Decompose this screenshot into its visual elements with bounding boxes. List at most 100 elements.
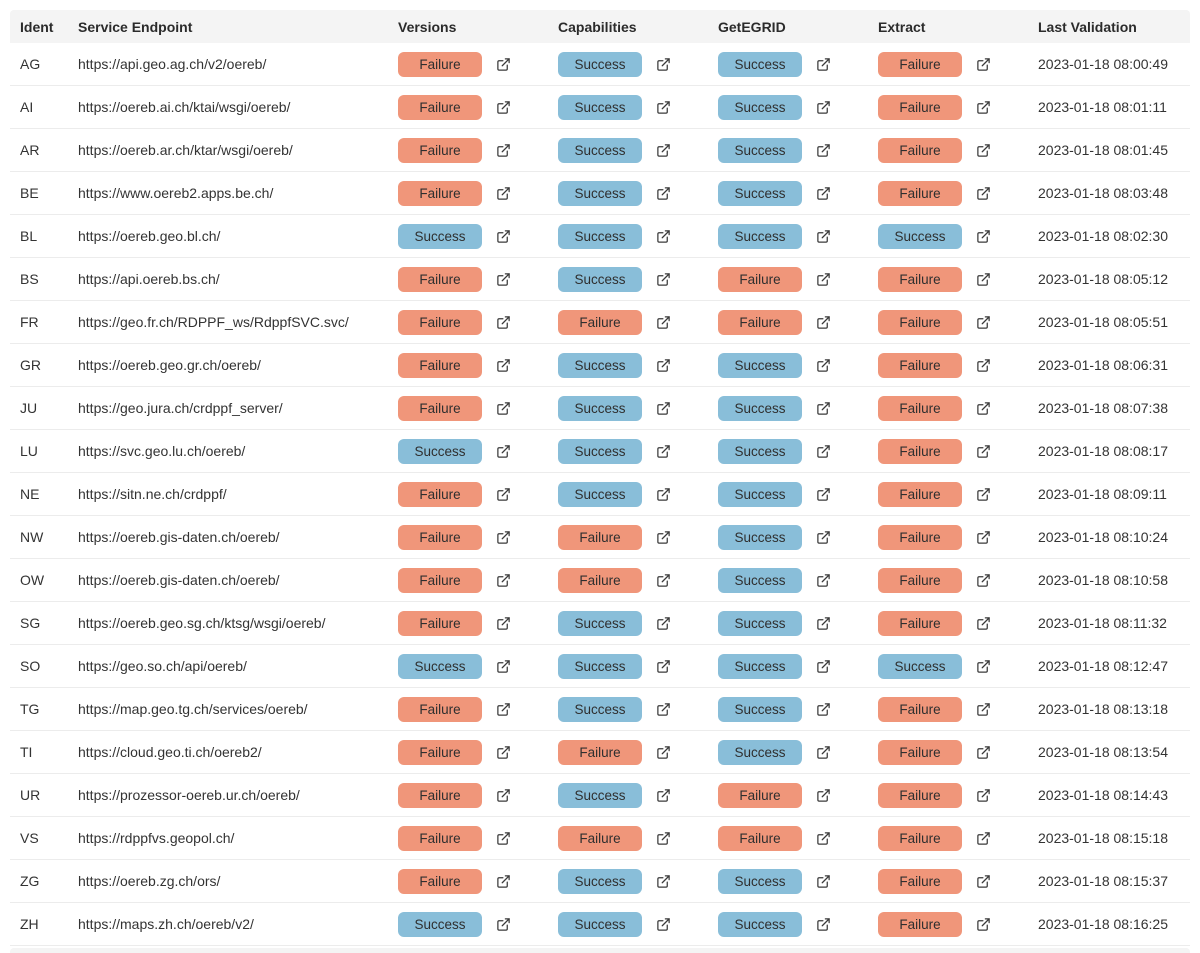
- external-link-icon[interactable]: [495, 916, 511, 932]
- external-link-icon[interactable]: [975, 185, 991, 201]
- status-badge[interactable]: Success: [718, 395, 802, 421]
- status-badge[interactable]: Failure: [878, 94, 962, 120]
- external-link-icon[interactable]: [495, 658, 511, 674]
- external-link-icon[interactable]: [495, 787, 511, 803]
- status-badge[interactable]: Failure: [878, 868, 962, 894]
- status-badge[interactable]: Failure: [878, 610, 962, 636]
- external-link-icon[interactable]: [815, 271, 831, 287]
- status-badge[interactable]: Failure: [878, 180, 962, 206]
- status-badge[interactable]: Failure: [558, 567, 642, 593]
- status-badge[interactable]: Failure: [398, 696, 482, 722]
- external-link-icon[interactable]: [815, 744, 831, 760]
- external-link-icon[interactable]: [495, 357, 511, 373]
- external-link-icon[interactable]: [975, 357, 991, 373]
- external-link-icon[interactable]: [655, 357, 671, 373]
- external-link-icon[interactable]: [495, 56, 511, 72]
- external-link-icon[interactable]: [815, 701, 831, 717]
- external-link-icon[interactable]: [655, 142, 671, 158]
- status-badge[interactable]: Failure: [398, 94, 482, 120]
- external-link-icon[interactable]: [975, 486, 991, 502]
- external-link-icon[interactable]: [655, 486, 671, 502]
- external-link-icon[interactable]: [495, 99, 511, 115]
- external-link-icon[interactable]: [495, 744, 511, 760]
- external-link-icon[interactable]: [975, 744, 991, 760]
- status-badge[interactable]: Failure: [398, 180, 482, 206]
- external-link-icon[interactable]: [815, 572, 831, 588]
- external-link-icon[interactable]: [495, 486, 511, 502]
- status-badge[interactable]: Success: [558, 94, 642, 120]
- status-badge[interactable]: Success: [558, 653, 642, 679]
- external-link-icon[interactable]: [815, 658, 831, 674]
- external-link-icon[interactable]: [495, 142, 511, 158]
- external-link-icon[interactable]: [815, 142, 831, 158]
- status-badge[interactable]: Failure: [878, 137, 962, 163]
- external-link-icon[interactable]: [655, 615, 671, 631]
- external-link-icon[interactable]: [815, 314, 831, 330]
- status-badge[interactable]: Failure: [398, 825, 482, 851]
- status-badge[interactable]: Success: [558, 782, 642, 808]
- status-badge[interactable]: Success: [718, 567, 802, 593]
- external-link-icon[interactable]: [655, 185, 671, 201]
- external-link-icon[interactable]: [495, 873, 511, 889]
- status-badge[interactable]: Failure: [558, 309, 642, 335]
- status-badge[interactable]: Success: [878, 223, 962, 249]
- status-badge[interactable]: Failure: [398, 782, 482, 808]
- status-badge[interactable]: Success: [878, 653, 962, 679]
- external-link-icon[interactable]: [815, 443, 831, 459]
- external-link-icon[interactable]: [815, 830, 831, 846]
- status-badge[interactable]: Failure: [718, 266, 802, 292]
- status-badge[interactable]: Success: [718, 524, 802, 550]
- status-badge[interactable]: Success: [558, 868, 642, 894]
- status-badge[interactable]: Failure: [398, 266, 482, 292]
- external-link-icon[interactable]: [655, 787, 671, 803]
- status-badge[interactable]: Success: [718, 911, 802, 937]
- status-badge[interactable]: Success: [558, 610, 642, 636]
- external-link-icon[interactable]: [655, 271, 671, 287]
- status-badge[interactable]: Failure: [398, 51, 482, 77]
- external-link-icon[interactable]: [815, 486, 831, 502]
- status-badge[interactable]: Success: [558, 352, 642, 378]
- external-link-icon[interactable]: [815, 56, 831, 72]
- external-link-icon[interactable]: [975, 572, 991, 588]
- external-link-icon[interactable]: [655, 873, 671, 889]
- status-badge[interactable]: Failure: [398, 352, 482, 378]
- status-badge[interactable]: Failure: [878, 481, 962, 507]
- status-badge[interactable]: Failure: [878, 696, 962, 722]
- status-badge[interactable]: Failure: [878, 438, 962, 464]
- status-badge[interactable]: Success: [718, 223, 802, 249]
- status-badge[interactable]: Success: [558, 180, 642, 206]
- external-link-icon[interactable]: [815, 99, 831, 115]
- status-badge[interactable]: Success: [718, 696, 802, 722]
- status-badge[interactable]: Success: [718, 94, 802, 120]
- external-link-icon[interactable]: [655, 99, 671, 115]
- external-link-icon[interactable]: [655, 916, 671, 932]
- external-link-icon[interactable]: [975, 658, 991, 674]
- status-badge[interactable]: Failure: [878, 825, 962, 851]
- status-badge[interactable]: Failure: [878, 266, 962, 292]
- external-link-icon[interactable]: [815, 357, 831, 373]
- status-badge[interactable]: Success: [558, 51, 642, 77]
- external-link-icon[interactable]: [975, 271, 991, 287]
- status-badge[interactable]: Success: [718, 739, 802, 765]
- status-badge[interactable]: Success: [398, 223, 482, 249]
- status-badge[interactable]: Success: [718, 438, 802, 464]
- external-link-icon[interactable]: [975, 615, 991, 631]
- external-link-icon[interactable]: [495, 271, 511, 287]
- status-badge[interactable]: Failure: [718, 782, 802, 808]
- status-badge[interactable]: Failure: [878, 911, 962, 937]
- status-badge[interactable]: Success: [718, 180, 802, 206]
- status-badge[interactable]: Success: [398, 653, 482, 679]
- external-link-icon[interactable]: [815, 529, 831, 545]
- external-link-icon[interactable]: [495, 443, 511, 459]
- external-link-icon[interactable]: [975, 56, 991, 72]
- status-badge[interactable]: Success: [718, 51, 802, 77]
- external-link-icon[interactable]: [495, 830, 511, 846]
- status-badge[interactable]: Success: [558, 137, 642, 163]
- external-link-icon[interactable]: [815, 787, 831, 803]
- external-link-icon[interactable]: [495, 314, 511, 330]
- status-badge[interactable]: Failure: [878, 395, 962, 421]
- external-link-icon[interactable]: [815, 185, 831, 201]
- status-badge[interactable]: Failure: [878, 782, 962, 808]
- external-link-icon[interactable]: [975, 99, 991, 115]
- status-badge[interactable]: Success: [558, 481, 642, 507]
